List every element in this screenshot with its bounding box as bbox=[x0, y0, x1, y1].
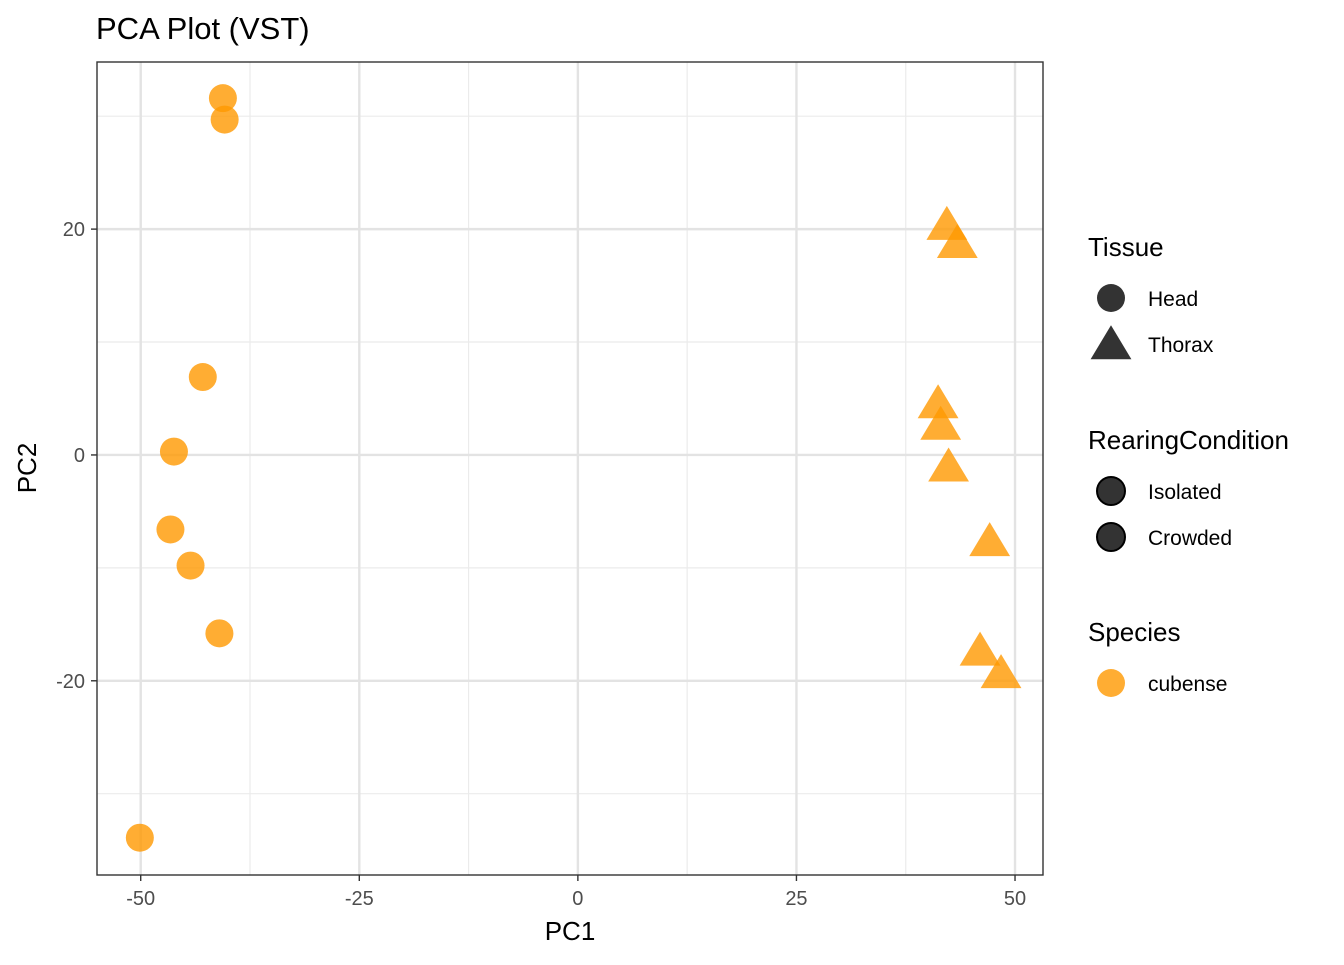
y-tick-label: 0 bbox=[74, 445, 85, 467]
data-point-thorax bbox=[969, 522, 1011, 557]
data-point-thorax bbox=[936, 223, 978, 258]
legend-title: RearingCondition bbox=[1088, 425, 1289, 455]
legend-key-cubense-circle-icon bbox=[1097, 669, 1125, 697]
chart-title: PCA Plot (VST) bbox=[96, 11, 310, 46]
data-point-head bbox=[156, 515, 185, 544]
legend-key-crowded-circle-icon bbox=[1096, 522, 1126, 552]
data-point-head bbox=[159, 437, 188, 466]
data-point-head bbox=[125, 823, 154, 852]
data-point-head bbox=[188, 363, 217, 392]
y-tick-label: -20 bbox=[56, 671, 85, 693]
legend-label: Crowded bbox=[1148, 527, 1232, 550]
legend-label: cubense bbox=[1148, 673, 1227, 696]
x-tick-label: 50 bbox=[1004, 888, 1026, 910]
x-tick-label: -50 bbox=[126, 888, 155, 910]
data-point-head bbox=[208, 84, 237, 113]
legend-key-thorax-triangle-icon bbox=[1090, 325, 1132, 360]
data-point-thorax bbox=[980, 654, 1022, 689]
x-tick-label: -25 bbox=[345, 888, 374, 910]
legend-label: Isolated bbox=[1148, 481, 1222, 504]
data-point-head bbox=[205, 619, 234, 648]
data-point-thorax bbox=[928, 447, 969, 482]
legend-title: Tissue bbox=[1088, 232, 1164, 262]
legend-key-isolated-circle-icon bbox=[1096, 476, 1126, 506]
data-point-head bbox=[176, 551, 205, 580]
x-tick-label: 25 bbox=[785, 888, 807, 910]
legend-label: Head bbox=[1148, 288, 1198, 311]
plot-panel bbox=[97, 62, 1043, 875]
legend-title: Species bbox=[1088, 617, 1181, 647]
data-point-head bbox=[210, 105, 239, 134]
data-point-thorax bbox=[917, 384, 959, 419]
y-axis-label: PC2 bbox=[12, 443, 42, 494]
y-tick-label: 20 bbox=[63, 219, 85, 241]
data-point-thorax bbox=[920, 405, 962, 440]
data-point-thorax bbox=[959, 631, 1001, 666]
x-tick-label: 0 bbox=[572, 888, 583, 910]
legend-key-head-circle-icon bbox=[1097, 284, 1125, 312]
legend-label: Thorax bbox=[1148, 334, 1214, 357]
panel-border bbox=[96, 61, 1044, 876]
x-axis-label: PC1 bbox=[545, 916, 596, 946]
